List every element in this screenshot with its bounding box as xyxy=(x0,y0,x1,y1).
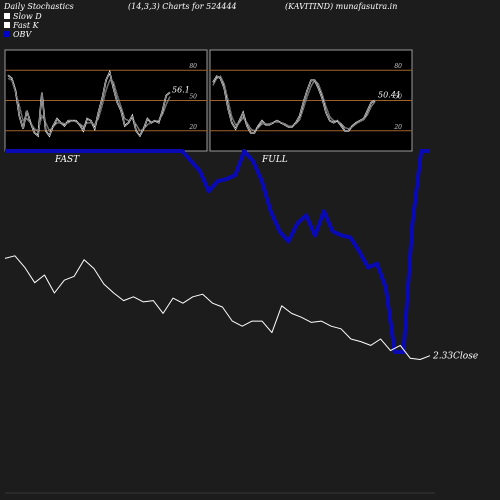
fast-tick-label: 20 xyxy=(188,124,197,131)
full-last-value-label: 50.41 xyxy=(378,91,401,100)
fast-last-value-label: 56.1 xyxy=(172,85,190,94)
legend-label-fast-k: Fast K xyxy=(12,21,40,30)
obv-series-line xyxy=(5,149,430,354)
legend-label-obv: OBV xyxy=(13,30,32,39)
close-series-line xyxy=(4,255,431,360)
legend-swatch-slow-d xyxy=(4,13,10,19)
volume-baseline xyxy=(5,492,435,494)
full-series-outline xyxy=(212,75,376,132)
fast-panel-label: FAST xyxy=(54,155,80,165)
full-tick-label: 80 xyxy=(394,63,402,70)
fast-series-outline xyxy=(7,78,171,132)
chart-params: (14,3,3) Charts for 524444 xyxy=(128,2,237,11)
fast-tick-label: 50 xyxy=(189,94,197,101)
full-stochastic-panel: 20 50 80 50.41 xyxy=(209,49,413,152)
legend-swatch-obv xyxy=(4,31,10,37)
chart-symbol: (KAVITIND) munafasutra.in xyxy=(285,2,397,11)
legend-label-slow-d: Slow D xyxy=(13,12,42,21)
fast-tick-label: 80 xyxy=(189,63,197,70)
full-panel-label: FULL xyxy=(261,155,288,165)
close-last-value-label: 2.33Close xyxy=(432,352,478,362)
full-tick-label: 50 xyxy=(394,94,402,101)
chart-title: Daily Stochastics xyxy=(3,2,74,11)
fast-series-outline xyxy=(7,71,171,137)
legend: Slow D Fast K OBV xyxy=(4,12,42,39)
fast-stochastic-panel: 20 50 80 56.1 xyxy=(4,49,208,152)
full-tick-label: 20 xyxy=(393,124,402,131)
legend-swatch-fast-k xyxy=(4,22,10,28)
